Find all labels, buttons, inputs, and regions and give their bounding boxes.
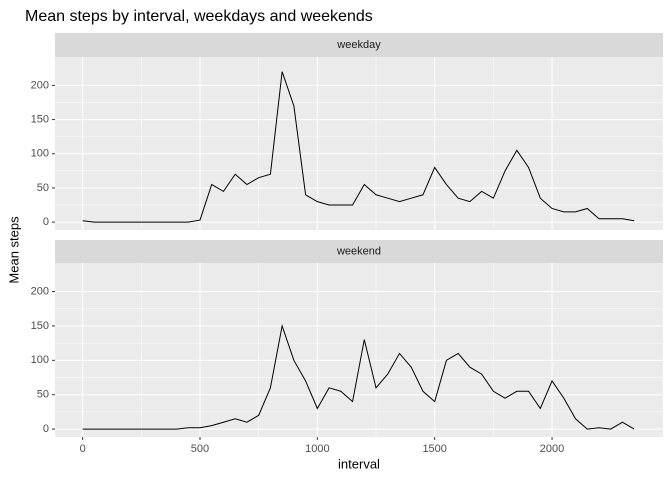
y-tick-label: 100: [31, 354, 49, 366]
y-tick-label: 200: [31, 285, 49, 297]
strip: [55, 240, 663, 263]
x-tick-label: 1000: [305, 443, 329, 455]
strip: [55, 33, 663, 57]
y-tick-label: 100: [31, 148, 49, 160]
data-line: [82, 71, 635, 223]
y-axis-label: Mean steps: [6, 216, 21, 284]
x-axis-label: interval: [338, 456, 380, 471]
panel-background: [55, 57, 663, 230]
y-tick-label: 200: [31, 79, 49, 91]
y-tick-label: 0: [43, 216, 49, 228]
x-tick-label: 1500: [422, 443, 446, 455]
y-tick-label: 50: [37, 389, 49, 401]
chart-title: Mean steps by interval, weekdays and wee…: [25, 8, 373, 25]
y-tick-label: 150: [31, 113, 49, 125]
x-tick-label: 2000: [540, 443, 564, 455]
y-tick-label: 150: [31, 320, 49, 332]
x-tick-label: 0: [80, 443, 86, 455]
strip-label: weekday: [336, 39, 381, 51]
y-tick-label: 0: [43, 423, 49, 435]
strip-label: weekend: [336, 245, 381, 257]
panel-background: [55, 263, 663, 437]
x-tick-label: 500: [191, 443, 209, 455]
data-line: [82, 323, 635, 430]
y-tick-label: 50: [37, 182, 49, 194]
